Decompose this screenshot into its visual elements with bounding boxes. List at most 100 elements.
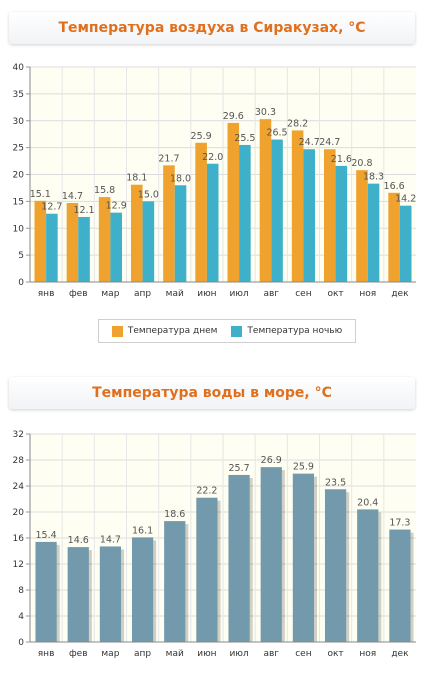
air-temperature-chart: 0 5 10 15 20 25 30 35 40 15.1 14.7 15.8 18.1 21.7 25.9… [13, 63, 417, 299]
x-tick-label: ноя [359, 649, 376, 659]
x-tick-label: фев [69, 289, 88, 299]
data-label: 25.7 [229, 463, 250, 474]
data-label: 16.6 [384, 181, 405, 192]
bar [164, 521, 186, 642]
data-label: 24.7 [319, 137, 340, 148]
data-label: 18.6 [164, 509, 185, 520]
bar [389, 529, 411, 642]
legend-item-night[interactable]: Температура ночью [231, 325, 343, 337]
bar [367, 183, 380, 282]
x-tick-label: янв [38, 289, 55, 299]
bar [163, 165, 175, 282]
data-label: 14.6 [68, 535, 89, 546]
data-label: 23.5 [325, 477, 346, 488]
y-tick-label: 12 [13, 560, 24, 570]
data-label: 15.4 [36, 530, 57, 541]
x-tick-label: янв [38, 649, 55, 659]
bar [357, 509, 379, 642]
sea-temperature-chart: 0 4 8 12 16 20 24 28 32 15.4 14.6 14.7 16.1 18.6 22.2 2… [13, 430, 416, 659]
data-label: 28.2 [287, 118, 308, 129]
x-tick-label: окт [327, 649, 343, 659]
y-tick-label: 28 [13, 456, 25, 466]
bar [324, 489, 347, 642]
data-label: 17.3 [389, 518, 410, 529]
data-label: 12.1 [73, 205, 94, 216]
bar [399, 205, 412, 282]
data-label: 18.0 [170, 173, 191, 184]
x-tick-label: сен [295, 649, 311, 659]
x-tick-label: мар [101, 649, 119, 659]
y-tick-label: 10 [13, 224, 25, 234]
legend-swatch-night [231, 325, 243, 337]
y-tick-label: 16 [13, 534, 25, 544]
bar [195, 142, 207, 282]
legend: Температура днем Температура ночью [98, 319, 356, 343]
data-label: 15.1 [30, 189, 51, 200]
data-label: 25.9 [191, 131, 212, 142]
y-tick-label: 0 [18, 638, 24, 648]
legend-label-day: Температура днем [127, 326, 218, 336]
bar [131, 184, 143, 282]
x-tick-label: май [166, 649, 184, 659]
bar [356, 170, 368, 282]
y-tick-label: 25 [13, 144, 24, 154]
data-label: 24.7 [299, 137, 320, 148]
bar [131, 537, 154, 642]
bar [174, 185, 187, 282]
x-tick-label: апр [134, 289, 151, 299]
data-label: 14.7 [100, 534, 121, 545]
bar [206, 163, 219, 282]
bar [110, 212, 122, 282]
x-tick-label: июн [197, 289, 216, 299]
bar [46, 213, 58, 282]
bar [335, 165, 348, 282]
bar [271, 139, 283, 282]
bar [388, 192, 400, 282]
bar [67, 547, 89, 642]
data-label: 15.0 [138, 189, 159, 200]
bar [292, 473, 315, 642]
x-tick-label: авг [263, 649, 279, 659]
data-label: 15.8 [94, 185, 115, 196]
y-tick-label: 24 [13, 482, 25, 492]
bar [196, 497, 218, 642]
x-tick-label: май [166, 289, 184, 299]
data-label: 14.2 [395, 194, 416, 205]
y-tick-label: 4 [18, 612, 24, 622]
x-tick-label: дек [391, 649, 409, 659]
legend-swatch-day [111, 325, 123, 337]
legend-item-day[interactable]: Температура днем [111, 325, 218, 337]
y-tick-label: 15 [13, 197, 24, 207]
y-tick-label: 20 [13, 508, 25, 518]
bar [98, 197, 111, 282]
bar [99, 546, 122, 642]
bar [66, 202, 79, 282]
x-tick-label: авг [263, 289, 279, 299]
data-label: 14.7 [62, 191, 83, 202]
x-tick-label: ноя [359, 289, 376, 299]
bar [228, 474, 250, 642]
data-label: 22.0 [202, 152, 223, 163]
chart-title-sea: Температура воды в море, °C [9, 377, 415, 409]
y-tick-label: 0 [18, 278, 24, 288]
data-label: 12.9 [106, 201, 127, 212]
bar [324, 149, 336, 282]
data-label: 30.3 [255, 107, 276, 118]
x-tick-label: сен [295, 289, 311, 299]
legend-label-night: Температура ночью [247, 326, 343, 336]
bar [78, 216, 90, 282]
y-tick-label: 8 [18, 586, 24, 596]
bar [303, 149, 315, 282]
data-label: 18.1 [126, 173, 147, 184]
x-tick-label: июн [197, 649, 216, 659]
y-tick-label: 20 [13, 171, 25, 181]
data-label: 20.8 [351, 158, 372, 169]
data-label: 16.1 [132, 525, 153, 536]
x-tick-label: июл [229, 649, 248, 659]
data-label: 21.6 [331, 154, 352, 165]
bar [260, 467, 282, 642]
x-tick-label: окт [327, 289, 343, 299]
data-label: 12.7 [41, 202, 62, 213]
data-label: 29.6 [223, 111, 244, 122]
bar [35, 541, 57, 642]
